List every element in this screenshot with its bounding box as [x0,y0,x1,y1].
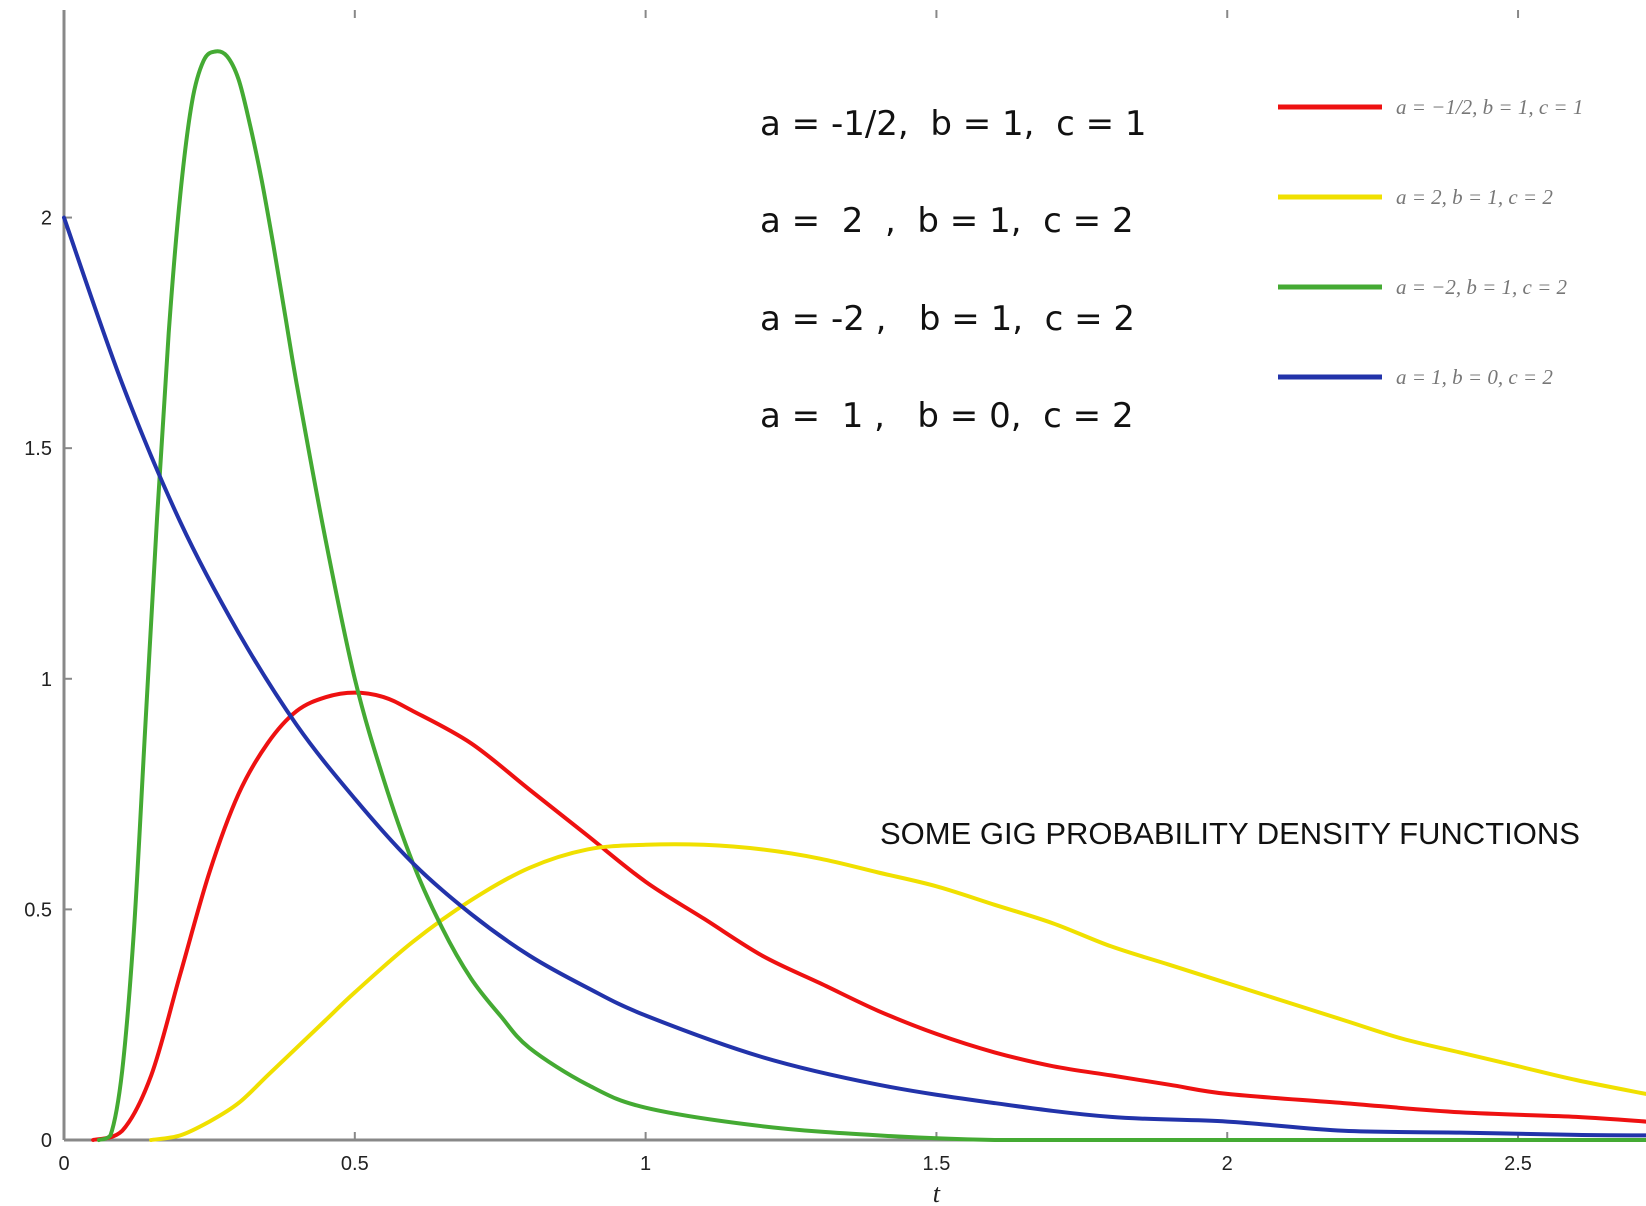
y-tick-label: 1.5 [24,438,52,460]
legend-item-blue-label: a = 1, b = 0, c = 2 [1396,365,1553,389]
y-tick-label: 0.5 [24,899,52,921]
annotation-blue: a = 1 , b = 0, c = 2 [760,396,1134,436]
legend-item-red-label: a = −1/2, b = 1, c = 1 [1396,95,1583,119]
legend-item-yellow-label: a = 2, b = 1, c = 2 [1396,185,1553,209]
series-red-line [91,690,1646,1142]
x-tick-label: 0 [58,1153,69,1175]
x-axis-label: t [933,1179,941,1206]
top-axis-ticks [63,10,1520,18]
chart-title: SOME GIG PROBABILITY DENSITY FUNCTIONS [880,816,1580,851]
y-tick-label: 1 [41,669,52,691]
annotation-red: a = -1/2, b = 1, c = 1 [760,104,1147,144]
series-green-line [96,49,1646,1143]
x-tick-label: 2 [1222,1153,1233,1175]
y-tick-label: 2 [41,208,52,230]
y-axis-ticks: 0 0.5 1 1.5 2 [24,208,72,1152]
x-tick-label: 2.5 [1504,1153,1532,1175]
parameter-annotations: a = -1/2, b = 1, c = 1 a = 2 , b = 1, c … [760,104,1147,436]
series-blue-line [62,215,1646,1138]
y-tick-label: 0 [41,1130,52,1152]
x-tick-label: 1.5 [923,1153,951,1175]
annotation-green: a = -2 , b = 1, c = 2 [760,299,1135,339]
series-yellow-line [149,842,1646,1142]
legend: a = −1/2, b = 1, c = 1 a = 2, b = 1, c = … [1278,95,1583,389]
legend-item-green-label: a = −2, b = 1, c = 2 [1396,275,1568,299]
x-tick-label: 1 [640,1153,651,1175]
annotation-yellow: a = 2 , b = 1, c = 2 [760,201,1134,241]
x-tick-label: 0.5 [341,1153,369,1175]
series-lines [62,49,1646,1143]
